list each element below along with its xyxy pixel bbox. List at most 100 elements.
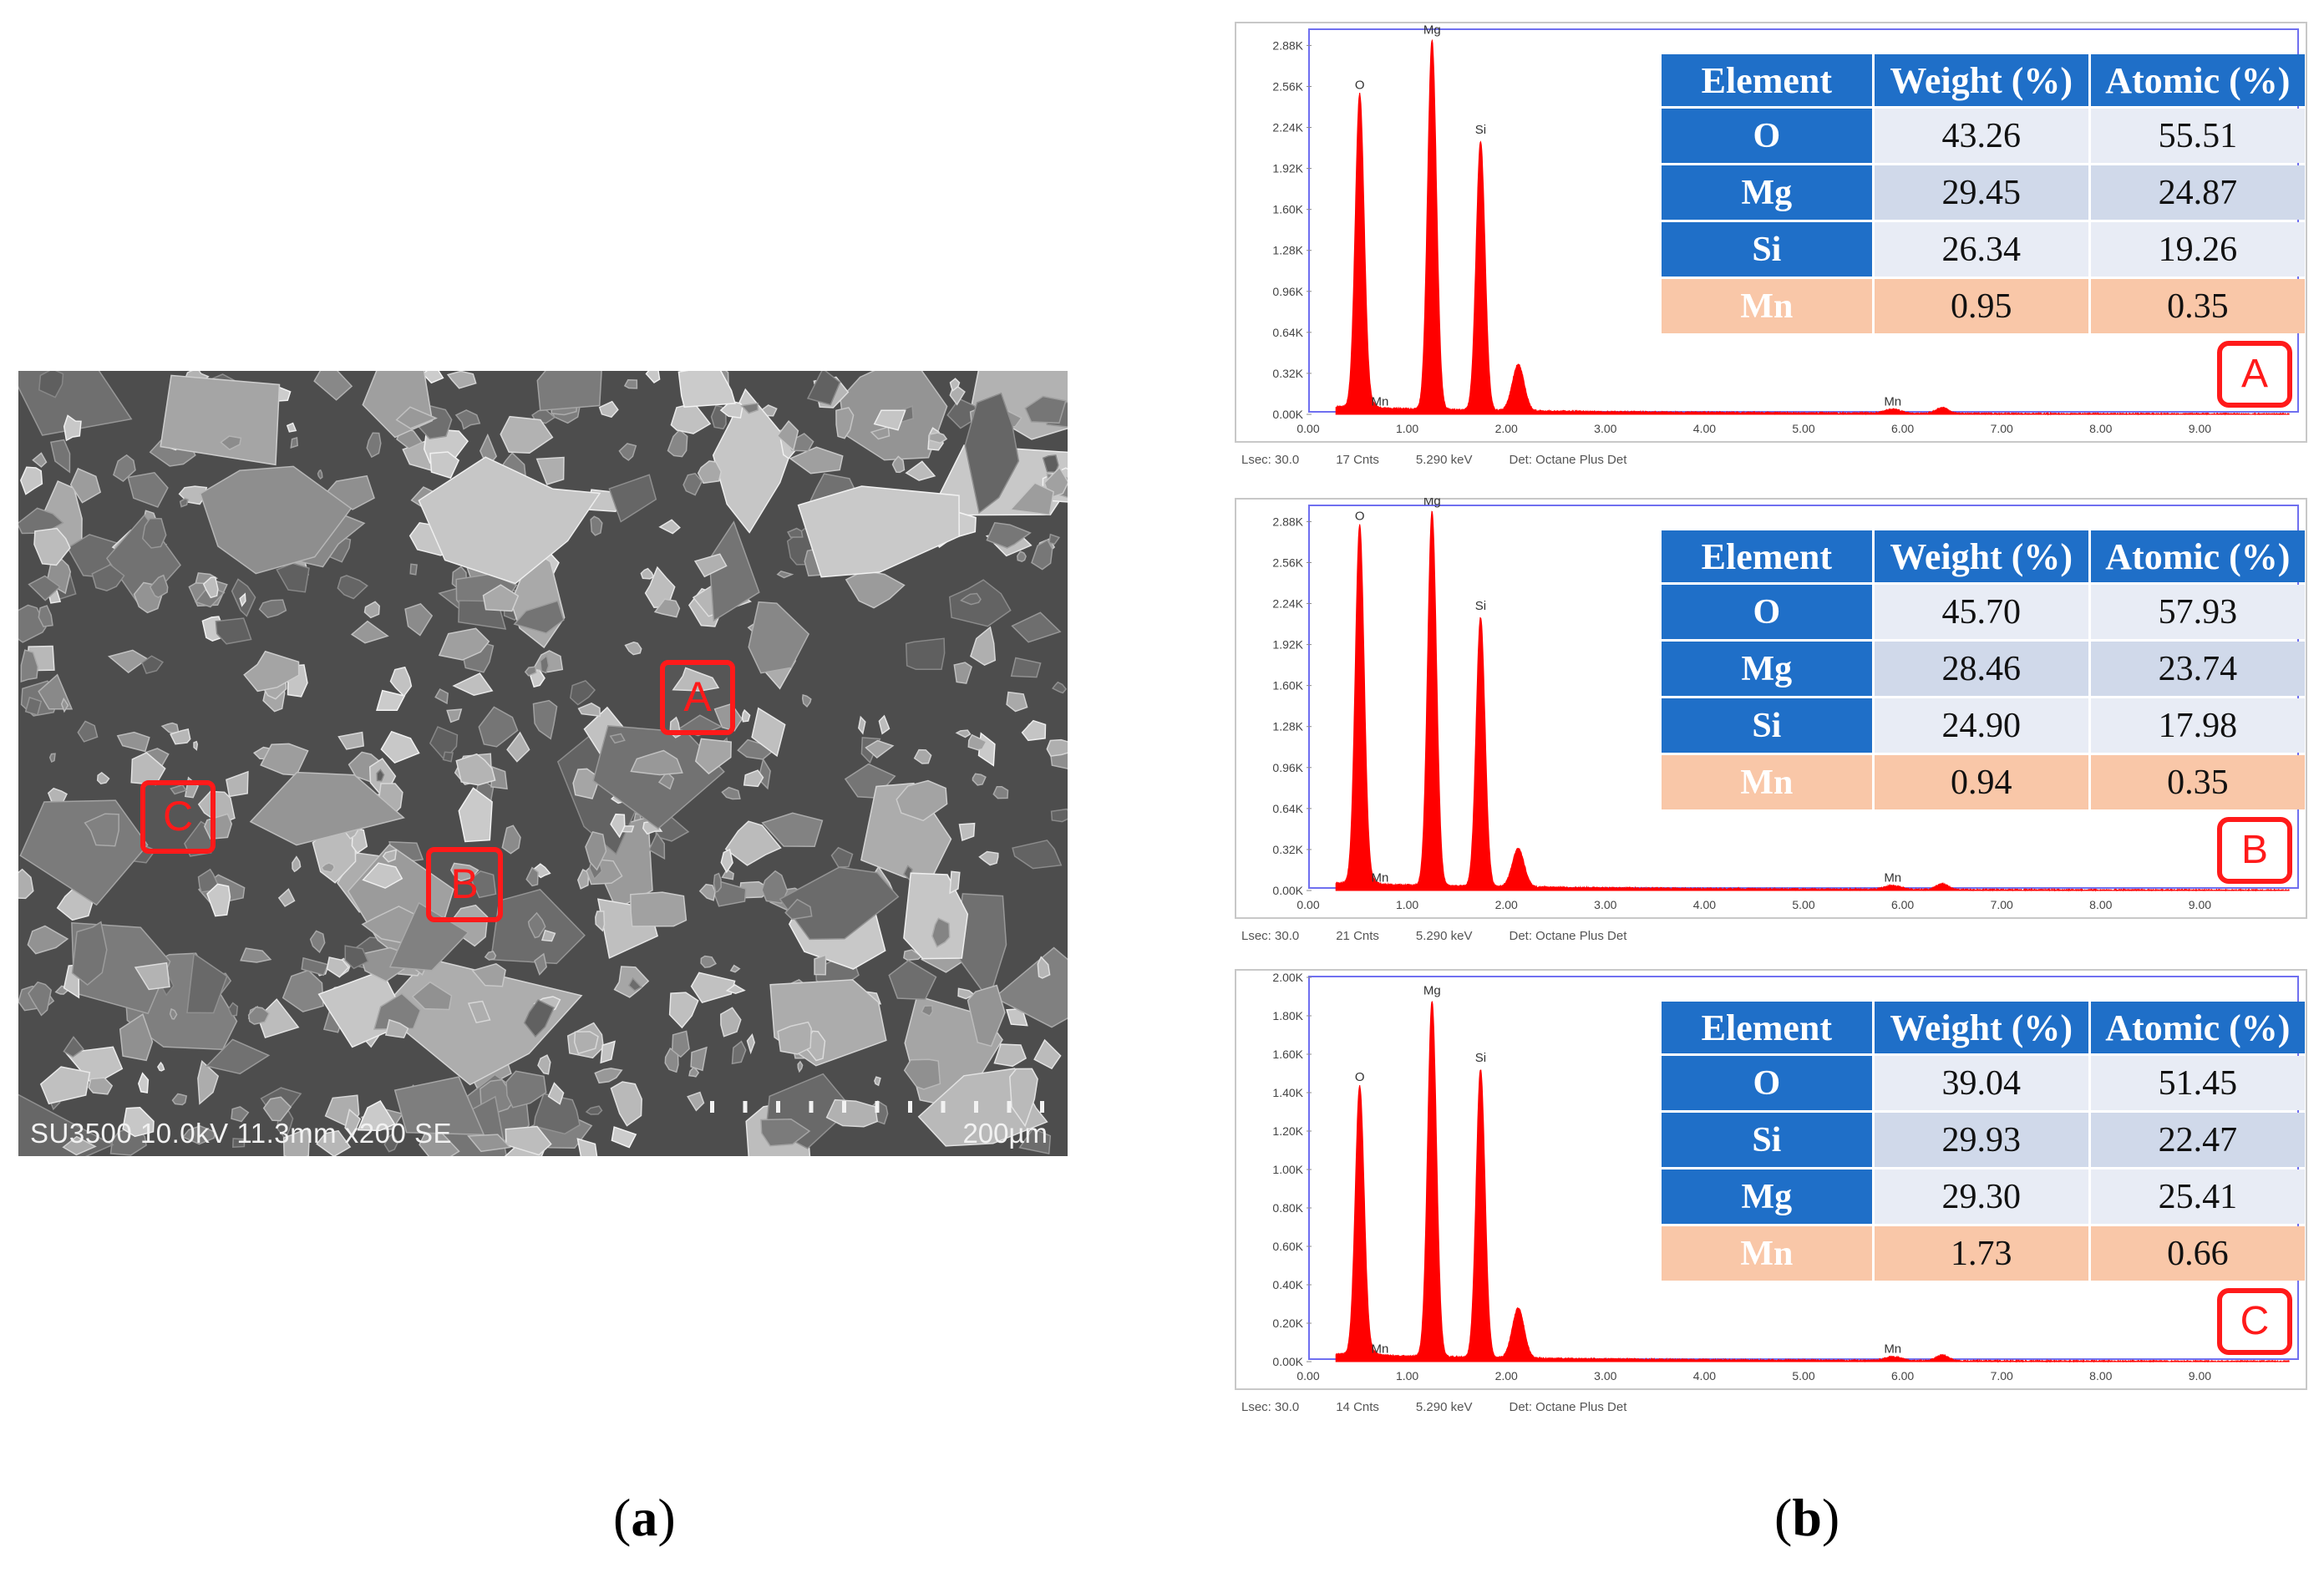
sem-particle [576,868,590,890]
sem-particle [28,575,61,601]
sem-particle [949,870,961,895]
sem-particle [573,1031,599,1055]
sem-particle [116,731,150,753]
y-tick-label: 1.40K [1272,1086,1303,1099]
eds-plot-area [1308,505,2299,889]
sem-particle [490,766,508,790]
sem-particle [1024,395,1067,424]
x-tick-label: 2.00 [1495,1369,1518,1383]
sem-particle [18,868,34,900]
sem-particle [127,471,169,508]
x-tick-label: 2.00 [1495,898,1518,911]
sem-particle [389,666,413,698]
eds-footer-item: 17 Cnts [1336,453,1379,467]
sem-particle [777,1021,812,1055]
sem-particle [48,753,56,764]
weight-cell: 28.46 [1874,642,2088,696]
y-tick-label: 2.88K [1272,515,1303,528]
atomic-cell: 19.26 [2090,222,2305,277]
sem-particle [455,753,496,786]
sem-particle [668,992,699,1029]
element-cell: Mg [1662,1169,1872,1224]
sem-particle [949,579,1012,627]
sem-particle [220,435,242,451]
sem-particle [953,662,972,684]
table-row: Mg 29.45 24.87 [1662,165,2305,220]
sem-particle [986,521,1032,549]
sem-particle [865,739,895,759]
peak-label: Si [1475,599,1486,613]
sem-particle [442,751,454,763]
sem-particle [825,1098,879,1128]
sem-particle [585,831,607,871]
sem-particles [18,371,1068,1156]
y-tick-label: 0.32K [1272,367,1303,380]
sem-particle [309,930,326,954]
sem-particle [388,901,469,972]
sem-particle [814,954,827,976]
peak-label: Mn [1884,870,1901,885]
table-header: Atomic (%) [2090,54,2305,106]
weight-cell: 26.34 [1874,222,2088,277]
table-header: Atomic (%) [2090,530,2305,582]
sem-particle [134,961,170,991]
sem-particle [697,460,722,485]
weight-cell: 43.26 [1874,109,2088,163]
sem-particle [344,1109,362,1139]
scale-bar [710,1101,1044,1113]
sem-particle [277,888,296,907]
y-tick-label: 0.40K [1272,1278,1303,1291]
element-cell: Mn [1662,755,1872,809]
eds-footer: Lsec: 30.0 17 Cnts 5.290 keV Det: Octane Pl… [1241,453,1663,467]
sem-particle [609,733,626,744]
sem-particle [532,699,558,740]
sem-particle [119,1013,154,1062]
sem-particle [454,409,481,430]
sem-particle [1006,1007,1028,1027]
y-tick-label: 2.24K [1272,121,1303,134]
y-tick-label: 1.60K [1272,679,1303,693]
table-row: Si 26.34 19.26 [1662,222,2305,277]
sem-particle [130,752,166,786]
atomic-cell: 51.45 [2090,1056,2305,1110]
table-row: O 43.26 55.51 [1662,109,2305,163]
sem-particle [446,708,463,723]
region-marker-b: B [426,847,503,922]
sem-particle [672,667,720,692]
sem-particle [505,1125,552,1156]
weight-cell: 0.94 [1874,755,2088,809]
panel-letter-badge: A [2217,341,2292,408]
sem-particle [170,784,187,795]
sem-particle [857,715,866,735]
scale-bar-tick [1040,1101,1044,1113]
sem-particle [193,740,199,751]
sem-particle [1021,719,1047,742]
x-tick-label: 0.00 [1296,422,1319,435]
sem-particle [63,414,82,442]
y-tick-label: 2.00K [1272,971,1303,984]
sem-particle [690,972,736,1003]
eds-footer: Lsec: 30.0 14 Cnts 5.290 keV Det: Octane Pl… [1241,1400,1663,1414]
sem-particle [688,1066,700,1078]
sem-particle [700,955,717,968]
weight-cell: 24.90 [1874,698,2088,753]
element-cell: Mg [1662,165,1872,220]
sem-particle [77,720,99,743]
sem-particle [227,1002,239,1017]
sem-particle [958,822,976,842]
sem-particle [160,374,281,466]
atomic-cell: 0.66 [2090,1226,2305,1281]
eds-footer-item: Lsec: 30.0 [1241,453,1300,467]
sem-particle [513,600,565,634]
x-tick-label: 1.00 [1396,898,1418,911]
sem-particle [376,769,385,782]
table-row: Mg 28.46 23.74 [1662,642,2305,696]
atomic-cell: 0.35 [2090,755,2305,809]
sem-particle [670,402,712,434]
y-tick-label: 1.28K [1272,720,1303,733]
sem-particle [693,553,728,578]
sem-particle [903,872,969,960]
sem-particle [618,443,637,461]
sem-particle [527,911,546,939]
sem-particle [721,868,734,880]
